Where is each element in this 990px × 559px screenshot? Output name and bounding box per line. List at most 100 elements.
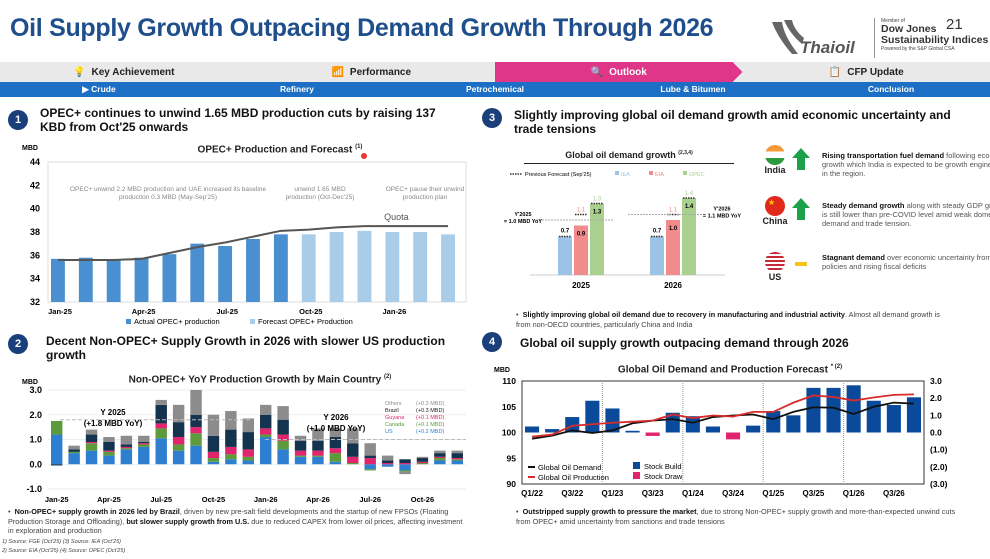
subtab-lube-bitumen[interactable]: Lube & Bitumen <box>660 84 726 94</box>
bar-segment <box>277 419 289 435</box>
x-tick-label: Oct-25 <box>299 307 322 316</box>
legend-label: Actual OPEC+ production <box>134 317 220 326</box>
bar-segment <box>416 456 429 459</box>
bar-segment <box>103 441 115 451</box>
average-label: Y'2026 <box>713 207 730 213</box>
legend-label: Forecast OPEC+ Production <box>258 317 353 326</box>
section-number: 2 <box>8 334 28 354</box>
bar-segment <box>399 459 411 464</box>
subtab-petrochemical[interactable]: Petrochemical <box>465 84 525 94</box>
bar-segment <box>225 446 237 455</box>
desc-bold: Steady demand growth <box>822 201 905 210</box>
desc-bold: Rising transportation fuel demand <box>822 151 945 160</box>
section-number: 3 <box>482 108 502 128</box>
bar-segment <box>138 435 150 442</box>
legend-label: Others <box>385 401 402 407</box>
bar-segment <box>294 440 307 451</box>
bar-segment <box>190 427 202 434</box>
us-flag-icon <box>765 252 785 272</box>
y-tick-label: 36 <box>30 250 40 260</box>
tab-outlook[interactable]: 🔍 Outlook <box>495 62 743 82</box>
subtab-crude[interactable]: ▶ Crude <box>0 82 198 97</box>
chart-annotation: unwind 1.65 MBD production (Oct-Dec'25) <box>285 186 355 201</box>
stock-build-bar <box>806 387 821 433</box>
bar-segment <box>364 455 376 459</box>
bar-segment <box>225 459 237 465</box>
subtab-conclusion[interactable]: Conclusion <box>867 84 915 94</box>
average-label: = 1.0 MBD YoY <box>504 219 542 225</box>
x-tick-label: Apr-25 <box>132 307 156 316</box>
bar-segment <box>172 437 185 445</box>
bullet-text: . Almost all demand growth is from non-O… <box>516 310 940 329</box>
source-line: 2) Source: EIA (Oct'25) (4) Source: OPEC… <box>2 548 126 554</box>
bar <box>413 232 428 302</box>
legend-label: Stock Build <box>644 462 682 471</box>
subtab-refinery[interactable]: Refinery <box>279 84 314 94</box>
bar <box>246 239 260 302</box>
country-description: Stagnant demand over economic uncertaint… <box>822 253 990 271</box>
demand-growth-chart: Previous Forecast (Sep'25) IEA EIA OPEC 0.7 0… <box>504 171 741 290</box>
bar-segment <box>434 450 446 454</box>
bar <box>385 232 400 302</box>
bar-segment <box>138 446 150 465</box>
y2-tick-label: 2.0 <box>930 393 942 403</box>
bar-segment <box>120 435 133 445</box>
bar-segment <box>294 450 307 456</box>
x-tick-label: Jul-25 <box>216 307 238 316</box>
bar-segment <box>242 456 254 461</box>
page-number: 21 <box>946 16 963 33</box>
bar-segment <box>312 455 324 457</box>
lightbulb-icon: 💡 <box>73 66 86 78</box>
chart-annotation: OPEC+ unwind 2.2 MBD production and UAE … <box>69 186 266 201</box>
bar-segment <box>103 451 115 456</box>
bar-segment <box>347 443 359 457</box>
bar-segment <box>68 449 80 452</box>
chart-title-text: OPEC+ Production and Forecast <box>197 144 353 156</box>
chart-title-sup: (2,3,4) <box>678 150 693 156</box>
bar-segment <box>381 455 394 461</box>
y-tick-label: 1.0 <box>29 435 42 445</box>
x-tick-label: 2025 <box>572 281 590 290</box>
chart-title: OPEC+ Production and Forecast (1) <box>150 144 410 155</box>
clipboard-icon: 📋 <box>828 66 842 78</box>
tab-cfp-update[interactable]: 📋 CFP Update <box>743 62 990 82</box>
previous-forecast-label: 1.4 <box>685 191 694 197</box>
stock-build-bar <box>846 385 861 433</box>
bar-segment <box>103 437 115 442</box>
tab-performance[interactable]: 📶 Performance <box>248 62 496 82</box>
y-tick-label: 90 <box>507 479 517 489</box>
bar <box>441 234 455 302</box>
bar-segment <box>120 449 133 465</box>
djsi-powered: Powered by the S&P Global CSA <box>881 46 955 52</box>
bar-segment <box>399 464 411 471</box>
tab-key-achievement[interactable]: 💡 Key Achievement <box>0 62 248 82</box>
stock-draw-bar <box>726 432 741 440</box>
chart-title: Global oil demand growth (2,3,4) <box>524 150 734 164</box>
bullet-bold: Outstripped supply growth to pressure th… <box>522 507 697 516</box>
data-label: 1.4 <box>685 204 694 210</box>
stock-build-bar <box>746 425 761 433</box>
bar-segment <box>294 435 307 441</box>
bar-segment <box>381 460 394 464</box>
x-tick-label: Q3/22 <box>561 489 583 498</box>
section-number: 4 <box>482 332 502 352</box>
section-title: OPEC+ continues to unwind 1.65 MBD produ… <box>40 106 436 134</box>
bar-segment <box>155 404 167 424</box>
x-tick-label: Q1/22 <box>521 489 543 498</box>
bar-segment <box>277 434 289 441</box>
demand-production-chart: MBD 90 95 100 105 110 (3.0) (2.0) (1.0) 0.0 1.0 2.0… <box>494 367 948 498</box>
y-tick-label: 2.0 <box>29 410 42 420</box>
primary-nav: 💡 Key Achievement 📶 Performance 🔍 Outlook 📋… <box>0 62 990 82</box>
djsi-member: Member of <box>881 18 905 24</box>
djsi-line2: Sustainability Indices <box>881 34 989 46</box>
data-label: 0.7 <box>561 229 570 235</box>
bar-segment <box>68 445 80 450</box>
y-axis-label: MBD <box>494 367 510 374</box>
y-axis-label: MBD <box>22 145 38 152</box>
bar <box>51 258 65 302</box>
bar-segment <box>451 450 463 454</box>
bar <box>574 225 588 275</box>
bullet-bold: Slightly improving global oil demand due… <box>522 310 845 319</box>
bar-segment <box>172 444 185 451</box>
country-description: Rising transportation fuel demand follow… <box>822 151 990 178</box>
